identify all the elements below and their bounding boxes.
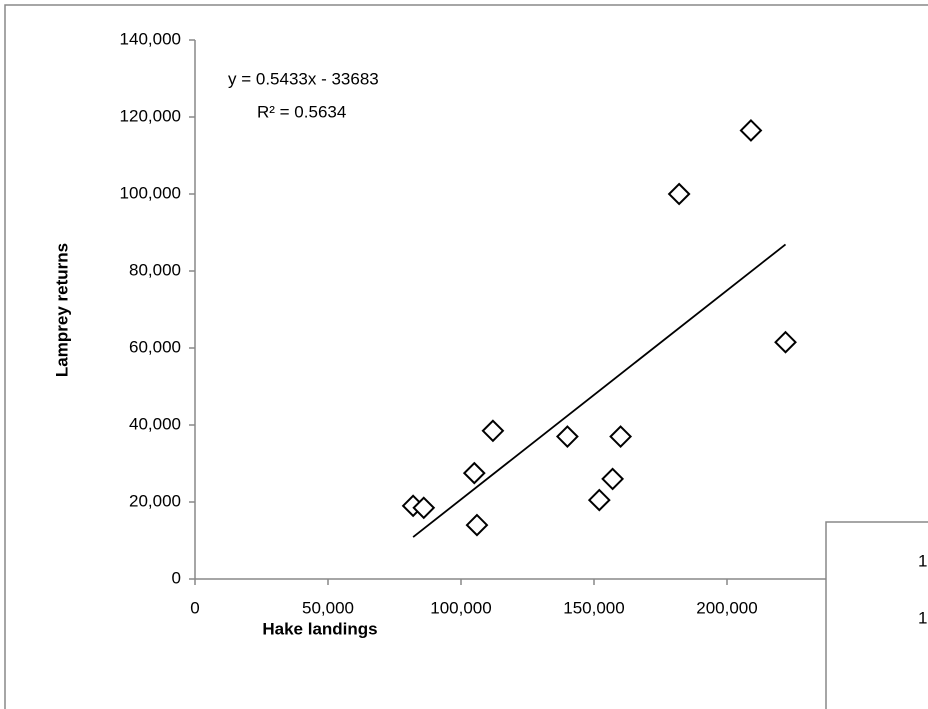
x-tick-label: 150,000 — [563, 598, 624, 617]
trendline — [412, 243, 787, 538]
y-tick-label: 80,000 — [129, 260, 181, 279]
point — [465, 513, 489, 537]
x-tick-label: 50,000 — [302, 598, 354, 617]
y-tick-label: 140,000 — [120, 29, 181, 48]
y-tick-label: 0 — [172, 568, 181, 587]
overlay-box — [825, 521, 928, 709]
y-tick-label: 40,000 — [129, 414, 181, 433]
point — [667, 182, 691, 206]
y-tick-label: 60,000 — [129, 337, 181, 356]
point — [587, 488, 611, 512]
r-squared: R² = 0.5634 — [257, 102, 346, 121]
x-tick-label: 100,000 — [430, 598, 491, 617]
point — [609, 425, 633, 448]
point — [601, 467, 625, 491]
point — [555, 425, 579, 448]
point — [462, 461, 486, 485]
y-tick-label: 20,000 — [129, 491, 181, 510]
x-tick-label: 0 — [190, 598, 199, 617]
y-tick-label: 120,000 — [120, 106, 181, 125]
y-axis-title: Lamprey returns — [52, 243, 71, 377]
point — [739, 119, 763, 142]
overlay-text: 1 — [918, 608, 927, 627]
point — [412, 496, 436, 520]
chart-frame — [4, 4, 928, 709]
y-tick-label: 100,000 — [120, 183, 181, 202]
overlay-text: 1 — [918, 551, 927, 570]
x-axis-title: Hake landings — [262, 619, 377, 638]
x-tick-label: 200,000 — [696, 598, 757, 617]
equation: y = 0.5433x - 33683 — [228, 69, 379, 88]
point — [481, 419, 505, 443]
point — [774, 330, 797, 354]
